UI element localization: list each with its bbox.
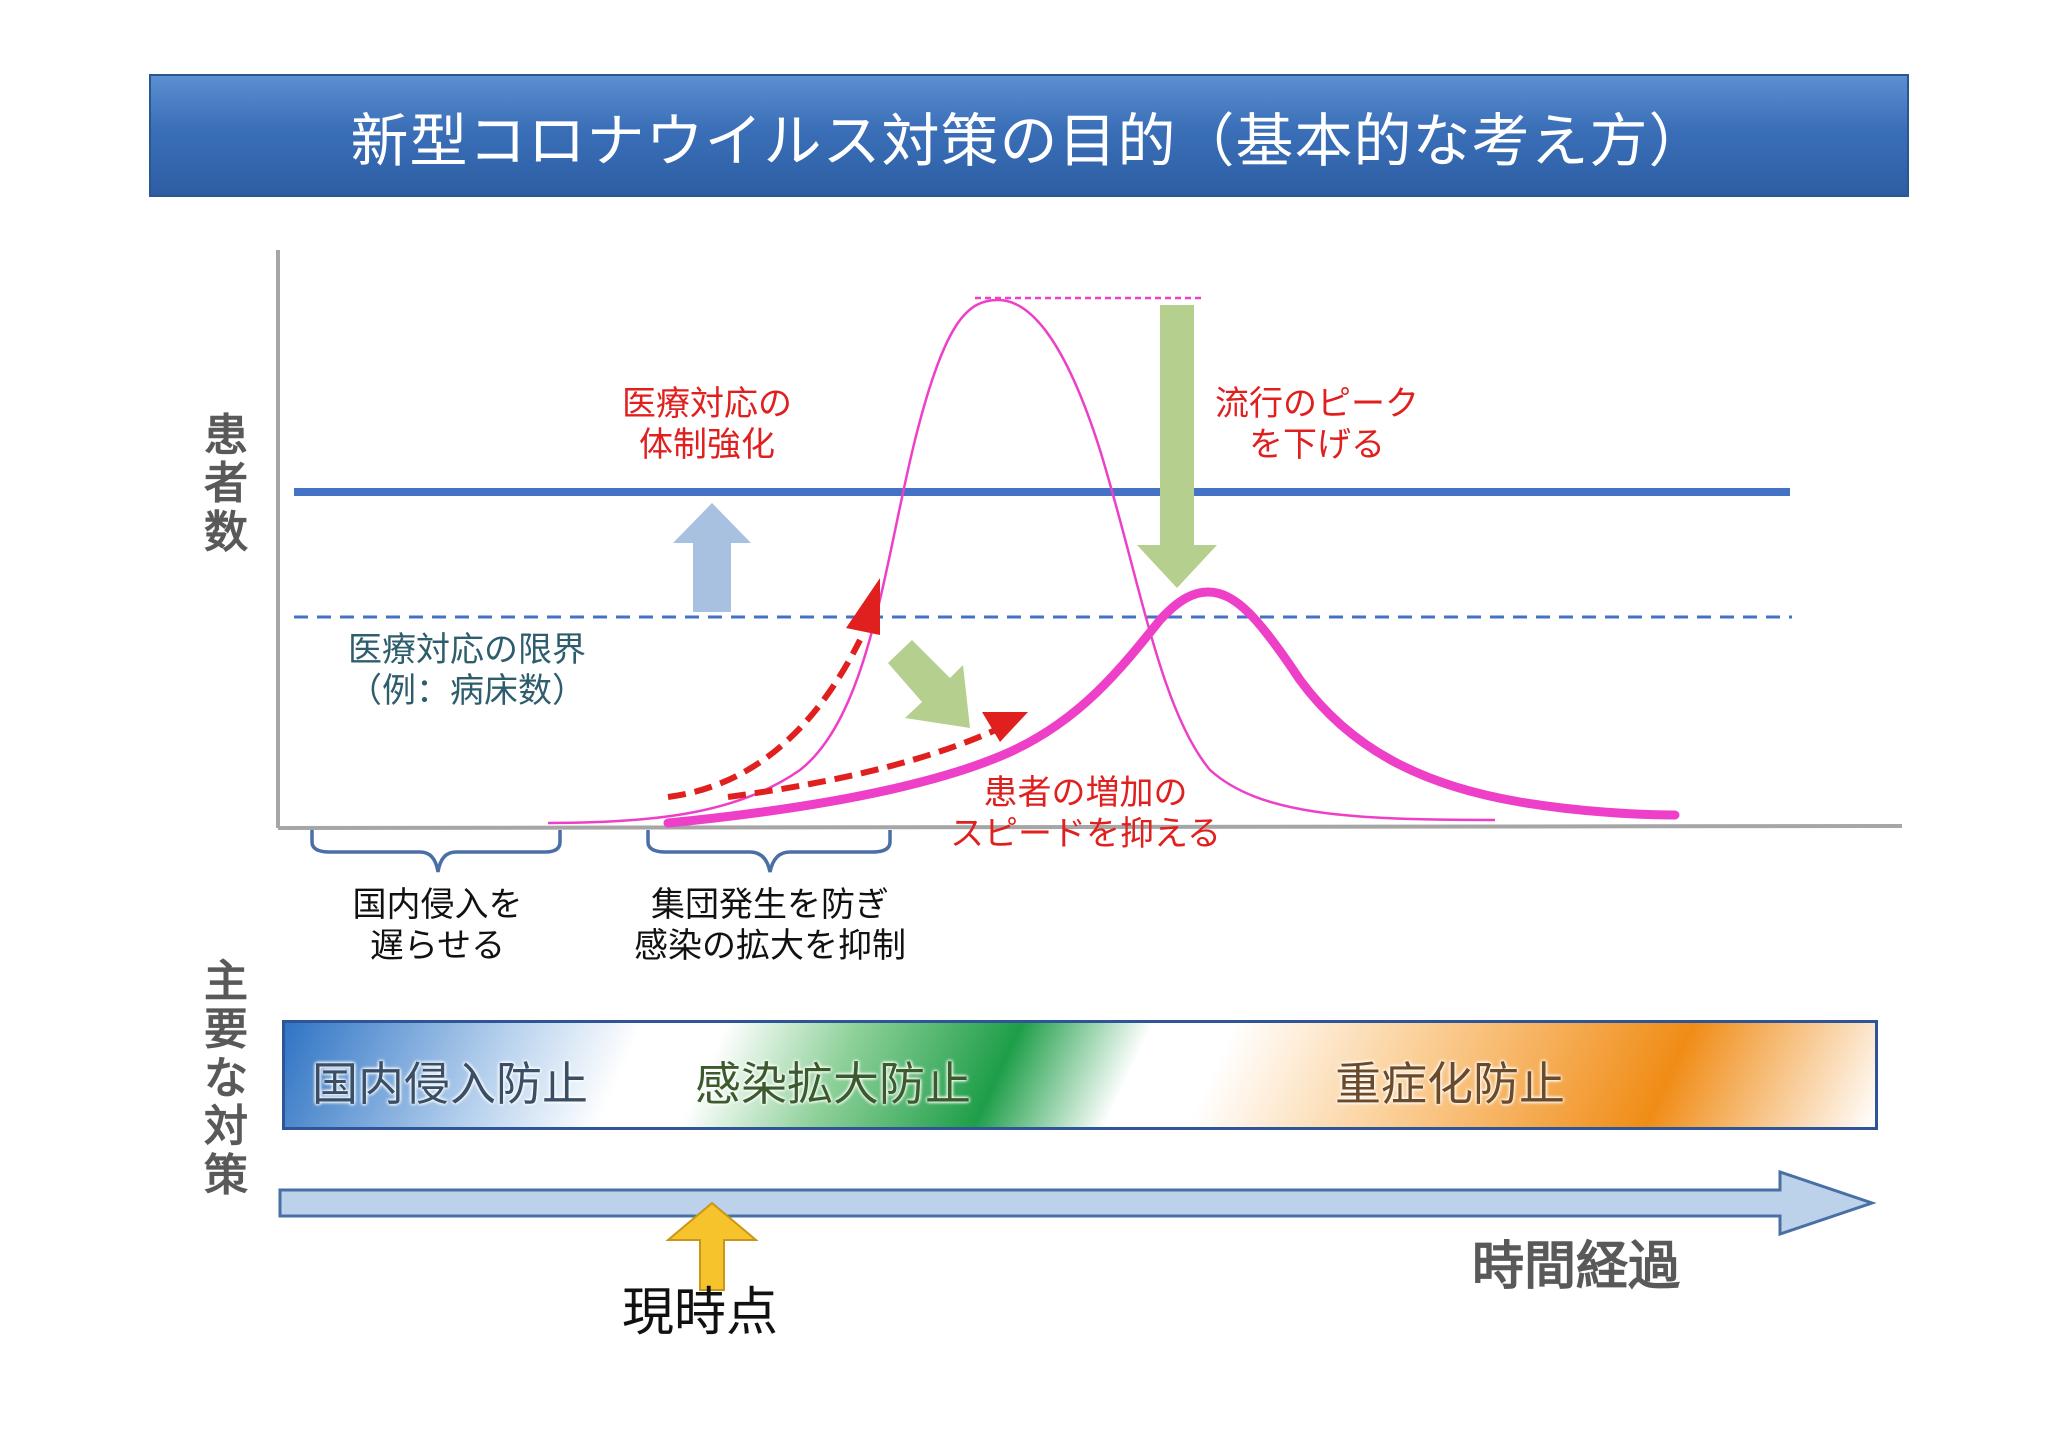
phase-label-prevent-clusters: 集団発生を防ぎ 感染の拡大を抑制 — [634, 885, 906, 967]
lower-peak-arrow — [1137, 305, 1217, 588]
unmitigated-curve — [547, 298, 1496, 825]
measure-border-control: 国内侵入防止 — [312, 1057, 588, 1111]
capacity-up-arrow-shape — [673, 503, 751, 612]
phase-label-delay-entry: 国内侵入を 遅らせる — [352, 885, 523, 967]
page-title: 新型コロナウイルス対策の目的（基本的な考え方） — [350, 106, 1708, 175]
measure-severity-control: 重症化防止 — [1335, 1057, 1565, 1111]
medical-system-label: 医療対応の 体制強化 — [622, 384, 792, 466]
measures-axis-label: 主 要 な 対 策 — [204, 956, 248, 1201]
medical-limit-label: 医療対応の限界 （例：病床数） — [348, 630, 586, 712]
mitigated-curve — [663, 587, 1680, 828]
time-arrow — [278, 1169, 1877, 1237]
measure-spread-control: 感染拡大防止 — [695, 1057, 971, 1111]
lower-peak-label: 流行のピーク を下げる — [1215, 384, 1419, 466]
flatten-arrow — [888, 640, 970, 728]
gentle-growth-arrow — [727, 725, 1002, 800]
now-arrow — [665, 1201, 759, 1291]
gentle-growth-arrowhead — [982, 712, 1028, 742]
slow-growth-label: 患者の増加の スピードを抑える — [950, 773, 1221, 855]
brace-delay-entry — [310, 830, 562, 873]
brace-prevent-clusters — [646, 830, 892, 873]
measures-band — [282, 1020, 1878, 1130]
steep-growth-arrowhead — [846, 578, 880, 635]
patients-axis-label: 患 者 数 — [204, 410, 248, 558]
steep-growth-arrow — [667, 638, 863, 800]
time-elapsed-label: 時間経過 — [1472, 1237, 1681, 1297]
title-banner: 新型コロナウイルス対策の目的（基本的な考え方） — [149, 74, 1909, 197]
x-axis — [277, 824, 1903, 830]
now-label: 現時点 — [622, 1283, 779, 1343]
